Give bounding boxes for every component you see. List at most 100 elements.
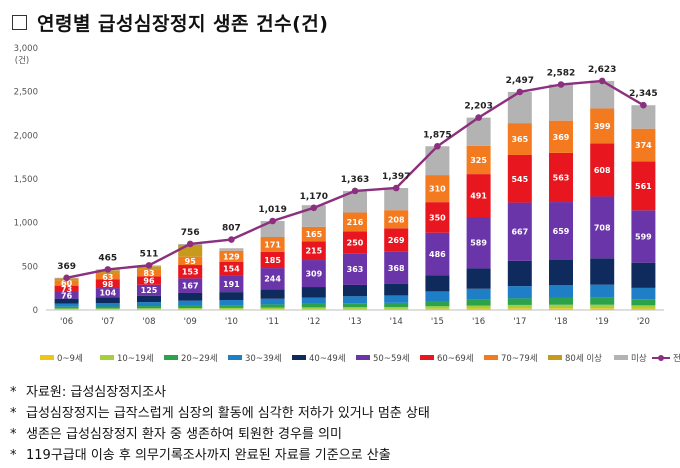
y-tick-label: 3,000 bbox=[14, 44, 38, 54]
data-label: 491 bbox=[470, 192, 487, 201]
bar-segment bbox=[95, 309, 120, 310]
bullet-icon: * bbox=[10, 427, 17, 442]
footnote: * 자료원: 급성심장정지조사 bbox=[10, 382, 430, 403]
bar-segment bbox=[54, 308, 79, 310]
bar-segment bbox=[631, 105, 656, 129]
legend-swatch bbox=[164, 355, 178, 360]
legend-swatch bbox=[228, 355, 242, 360]
bar-segment bbox=[137, 309, 161, 310]
data-label: 365 bbox=[511, 135, 528, 144]
x-tick-label: '13 bbox=[348, 317, 361, 327]
bar-segment bbox=[343, 212, 367, 232]
bar-segment bbox=[301, 308, 326, 310]
bar-segment bbox=[343, 253, 367, 285]
data-label: 83 bbox=[143, 269, 154, 278]
total-point bbox=[557, 81, 565, 88]
total-point bbox=[310, 204, 318, 212]
data-label: 63 bbox=[102, 273, 113, 282]
bar-segment bbox=[301, 287, 326, 298]
bar-segment bbox=[54, 285, 79, 293]
bar-segment bbox=[260, 298, 285, 305]
bar-segment bbox=[466, 216, 491, 269]
bar-segment bbox=[466, 299, 491, 306]
bar-segment bbox=[631, 299, 656, 306]
bar-segment bbox=[466, 174, 491, 217]
bar-segment bbox=[54, 280, 79, 286]
data-label: 325 bbox=[470, 156, 487, 165]
data-label: 73 bbox=[61, 285, 72, 294]
bar-segment bbox=[425, 301, 450, 307]
bar-segment bbox=[137, 276, 161, 285]
data-label: 269 bbox=[388, 236, 405, 245]
y-tick-label: 0 bbox=[33, 306, 38, 316]
total-label: 1,170 bbox=[300, 192, 328, 202]
bar-segment bbox=[95, 288, 120, 298]
total-point bbox=[63, 274, 70, 282]
bar-segment bbox=[549, 152, 573, 203]
bar-segment bbox=[301, 303, 326, 308]
bullet-icon: * bbox=[10, 448, 17, 463]
bar-segment bbox=[54, 292, 79, 299]
bar-segment bbox=[343, 308, 367, 310]
bar-segment bbox=[507, 308, 532, 310]
bar-segment bbox=[219, 307, 244, 310]
bar-segment bbox=[178, 305, 203, 309]
data-label: 545 bbox=[511, 175, 528, 184]
x-tick-label: '20 bbox=[637, 317, 650, 327]
bar-segment bbox=[549, 304, 573, 309]
y-tick-label: 1,000 bbox=[14, 219, 38, 229]
bar-segment bbox=[178, 292, 203, 301]
bar-segment bbox=[466, 308, 491, 310]
bar-segment bbox=[219, 305, 244, 308]
total-point bbox=[516, 88, 524, 96]
bar-segment bbox=[137, 306, 161, 309]
bar-segment bbox=[178, 309, 203, 310]
bar-segment bbox=[425, 308, 450, 310]
footnote: * 급성심장정지는 급작스럽게 심장의 활동에 심각한 저하가 있거나 멈춘 상태 bbox=[10, 403, 430, 424]
data-label: 563 bbox=[553, 173, 570, 182]
bar-segment bbox=[178, 300, 203, 306]
bar-segment bbox=[178, 278, 203, 293]
bar-segment bbox=[507, 154, 532, 203]
bar-segment bbox=[425, 146, 450, 176]
data-label: 76 bbox=[61, 291, 73, 300]
data-label: 216 bbox=[347, 218, 364, 227]
bar-segment bbox=[301, 297, 326, 304]
bar-segment bbox=[466, 305, 491, 309]
bar-segment bbox=[549, 259, 573, 286]
bar-segment bbox=[549, 285, 573, 298]
bar-segment bbox=[590, 308, 615, 310]
data-label: 608 bbox=[594, 166, 611, 175]
x-tick-label: '19 bbox=[596, 317, 609, 327]
data-label: 589 bbox=[470, 239, 487, 248]
bar-segment bbox=[425, 275, 450, 292]
total-label: 2,582 bbox=[547, 69, 575, 79]
footnote: * 119구급대 이송 후 의무기록조사까지 완료된 자료를 기준으로 산출 bbox=[10, 445, 430, 466]
legend-label: 50~59세 bbox=[373, 354, 410, 364]
legend-swatch bbox=[292, 355, 306, 360]
data-label: 350 bbox=[429, 213, 446, 222]
legend-swatch bbox=[100, 355, 114, 360]
data-label: 154 bbox=[223, 265, 240, 274]
total-label: 2,497 bbox=[506, 76, 534, 86]
total-label: 1,019 bbox=[258, 205, 286, 215]
footnote: * 생존은 급성심장정지 환자 중 생존하여 퇴원한 경우를 의미 bbox=[10, 424, 430, 445]
bar-segment bbox=[384, 295, 409, 303]
bar-segment bbox=[425, 291, 450, 302]
total-point bbox=[640, 101, 647, 109]
bar-segment bbox=[95, 297, 120, 304]
data-label: 153 bbox=[182, 268, 199, 277]
bar-segment bbox=[219, 300, 244, 306]
bar-segment bbox=[590, 143, 615, 197]
bar-segment bbox=[425, 175, 450, 203]
total-label: 807 bbox=[222, 224, 241, 234]
legend-swatch bbox=[548, 355, 562, 360]
bar-segment bbox=[301, 241, 326, 261]
bar-segment bbox=[507, 123, 532, 155]
bar-segment bbox=[343, 190, 367, 213]
bar-segment bbox=[137, 308, 161, 310]
legend-swatch bbox=[420, 355, 434, 360]
data-label: 250 bbox=[347, 238, 364, 247]
bar-segment bbox=[466, 288, 491, 300]
bar-segment bbox=[631, 287, 656, 300]
